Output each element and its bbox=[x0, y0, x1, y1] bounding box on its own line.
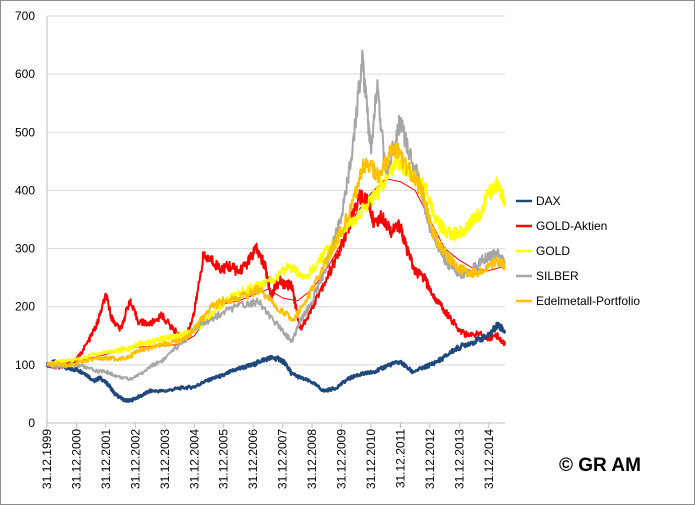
series-line-edelmetall-portfolio bbox=[46, 142, 506, 368]
y-tick-label: 400 bbox=[15, 183, 35, 197]
series-line-dax bbox=[45, 321, 507, 403]
y-tick-label: 200 bbox=[15, 300, 35, 314]
y-tick-label: 0 bbox=[28, 416, 35, 430]
x-tick-label: 31.12.2012 bbox=[423, 429, 437, 489]
series-line-silber bbox=[46, 49, 506, 382]
x-tick-label: 31.12.2004 bbox=[187, 429, 201, 489]
x-tick-label: 31.12.2000 bbox=[69, 429, 83, 489]
x-tick-label: 31.12.2003 bbox=[158, 429, 172, 489]
x-tick-label: 31.12.2011 bbox=[393, 429, 407, 488]
x-axis: 31.12.1999 31.12.2000 31.12.2001 31.12.2002… bbox=[40, 422, 505, 489]
x-tick-label: 31.12.2008 bbox=[305, 429, 319, 489]
copyright-label: © GR AM bbox=[559, 455, 641, 476]
series-lines bbox=[45, 49, 507, 403]
x-tick-label: 31.12.2007 bbox=[276, 429, 290, 489]
x-tick-label: 31.12.2010 bbox=[364, 429, 378, 489]
y-tick-label: 300 bbox=[15, 242, 35, 256]
gridlines bbox=[47, 15, 505, 366]
x-tick-label: 31.12.2006 bbox=[246, 429, 260, 489]
series-line-gold-aktien bbox=[46, 189, 506, 370]
series-line-gold bbox=[46, 155, 506, 367]
x-tick-label: 31.12.1999 bbox=[40, 429, 54, 489]
y-tick-label: 500 bbox=[15, 125, 35, 139]
legend-label: SILBER bbox=[536, 269, 579, 283]
x-tick-label: 31.12.2002 bbox=[128, 429, 142, 489]
x-tick-label: 31.12.2001 bbox=[99, 429, 113, 489]
legend-label: Edelmetall-Portfolio bbox=[536, 294, 640, 308]
x-tick-label: 31.12.2013 bbox=[452, 429, 466, 489]
x-tick-label: 31.12.2014 bbox=[482, 429, 496, 489]
x-tick-label: 31.12.2005 bbox=[217, 429, 231, 489]
y-tick-label: 700 bbox=[15, 9, 35, 23]
legend-label: GOLD bbox=[536, 244, 570, 258]
trend-line bbox=[46, 178, 506, 366]
legend-label: GOLD-Aktien bbox=[536, 219, 607, 233]
y-axis: 0 100 200 300 400 500 600 700 bbox=[15, 9, 48, 430]
y-tick-label: 100 bbox=[15, 358, 35, 372]
legend: DAX GOLD-Aktien GOLD SILBER Edelmetall-Portf… bbox=[516, 194, 640, 308]
y-tick-label: 600 bbox=[15, 67, 35, 81]
legend-label: DAX bbox=[536, 194, 561, 208]
x-tick-label: 31.12.2009 bbox=[335, 429, 349, 489]
